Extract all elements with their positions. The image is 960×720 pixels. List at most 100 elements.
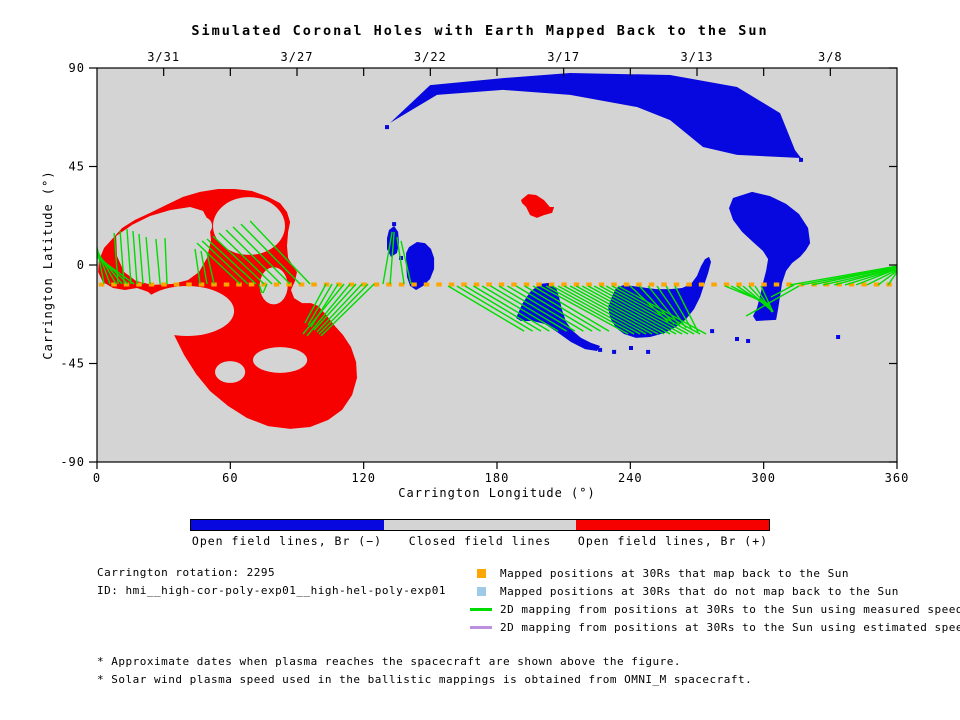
coronal-hole-dot [598,347,603,352]
mapping-line-measured [225,229,282,285]
coronal-hole-dot [385,125,389,130]
mapping-line-measured [599,285,689,335]
top-date-label: 3/31 [147,50,180,64]
mapping-line-measured [515,285,593,332]
mapping-line-measured [447,285,525,332]
y-tick-label: 0 [77,258,85,272]
mapping-line-measured [313,283,357,331]
top-date-label: 3/8 [818,50,843,64]
mapping-line-measured [318,283,369,335]
mapping-line-measured [138,233,144,285]
colorbar-segment-open-negative [191,520,384,530]
mapping-line-measured [126,229,132,285]
mapping-line-measured [97,256,135,285]
mapping-line-measured [770,284,795,298]
closed-field-hole [213,197,285,255]
mapping-line-measured [877,270,897,286]
mapping-line-measured [232,226,291,285]
mapping-line-measured [754,285,773,313]
mapping-line-measured [593,285,683,335]
mapping-line-measured [811,266,897,286]
mapping-line-measured [382,231,393,285]
open-field-negative-b [406,242,435,290]
mapping-line-measured [302,283,345,335]
x-tick-label: 360 [885,471,910,485]
model-id-text: ID: hmi__high-cor-poly-exp01__high-hel-p… [97,584,447,597]
mapping-line-measured [200,250,208,285]
mapping-line-measured [145,236,151,285]
coronal-hole-dot [746,339,751,343]
mapping-line-measured [212,235,265,285]
mapping-line-measured [507,285,584,332]
closed-field-hole [116,207,211,285]
y-axis-label: Carrington Latitude (°) [41,170,55,359]
mapping-line-measured [866,269,897,286]
footnote-dates: * Approximate dates when plasma reaches … [97,655,682,668]
mapping-line-measured [155,238,161,285]
colorbar-segment-open-positive [576,520,770,530]
y-tick-label: 90 [69,61,85,75]
mapping-line-measured [581,285,671,335]
mapping-line-measured [258,283,263,294]
colorbar-segment-closed [383,520,577,530]
legend-item-estimated-speed: 2D mapping from positions at 30Rs to the… [468,620,960,634]
mapping-line-measured [320,283,375,337]
mapping-line-measured [304,283,327,324]
mapping-line-measured [575,285,665,335]
mapping-line-measured [833,267,897,286]
coronal-hole-dot [399,256,403,260]
mapping-line-measured [316,283,363,333]
mapping-line-measured [473,285,550,332]
mapping-line-measured [545,285,635,335]
legend-label: Mapped positions at 30Rs that do not map… [500,584,899,598]
mapping-line-measured [400,240,412,285]
legend-label: 2D mapping from positions at 30Rs to the… [500,602,960,616]
mapping-line-measured [789,265,897,286]
mapping-line-measured [587,285,677,335]
colorbar [190,519,770,531]
measured-speed-line-icon [470,607,492,611]
x-tick-label: 180 [485,471,510,485]
mapping-line-measured [498,285,576,332]
colorbar-label-open-negative: Open field lines, Br (−) [191,534,383,548]
closed-field-hole [139,286,235,336]
mapping-line-measured [206,238,257,285]
x-axis-label: Carrington Longitude (°) [398,486,595,500]
legend-label: Mapped positions at 30Rs that map back t… [500,566,850,580]
open-field-positive-small [521,194,555,218]
mapping-line-measured [563,285,653,335]
closed-field-hole [259,267,288,305]
mapping-line-measured [240,223,301,285]
coronal-hole-dot [836,335,841,339]
legend-item-measured-speed: 2D mapping from positions at 30Rs to the… [468,602,960,616]
mapping-line-measured [745,285,800,317]
legend-item-mapped: Mapped positions at 30Rs that map back t… [468,566,849,580]
x-tick-label: 240 [618,471,643,485]
mapping-overlay [97,220,897,337]
not-mapped-positions-square-icon [476,586,486,596]
mapping-line-measured [262,283,268,294]
mapping-line-measured [196,242,241,285]
estimated-speed-line-icon [470,625,492,629]
mapping-line-measured [674,285,699,333]
mapping-line-measured [532,285,610,332]
top-date-label: 3/22 [414,50,447,64]
coronal-hole-dot [612,349,617,354]
open-field-negative-polar-crescent [390,73,801,158]
mapping-line-measured [206,252,215,285]
top-date-label: 3/17 [547,50,580,64]
mapping-line-measured [638,285,675,325]
mapping-line-measured [389,231,395,285]
mapping-line-measured [647,285,681,327]
mapping-line-measured [481,285,559,332]
mapping-line-measured [307,283,333,326]
mapping-line-measured [539,285,629,335]
legend-item-not-mapped: Mapped positions at 30Rs that do not map… [468,584,899,598]
mapping-line-measured [306,283,351,337]
mapping-line-measured [456,285,533,332]
mapping-line-measured [855,268,897,286]
mapping-line-measured [665,285,693,331]
coronal-hole-dot [392,222,397,227]
y-tick-label: 45 [69,160,85,174]
